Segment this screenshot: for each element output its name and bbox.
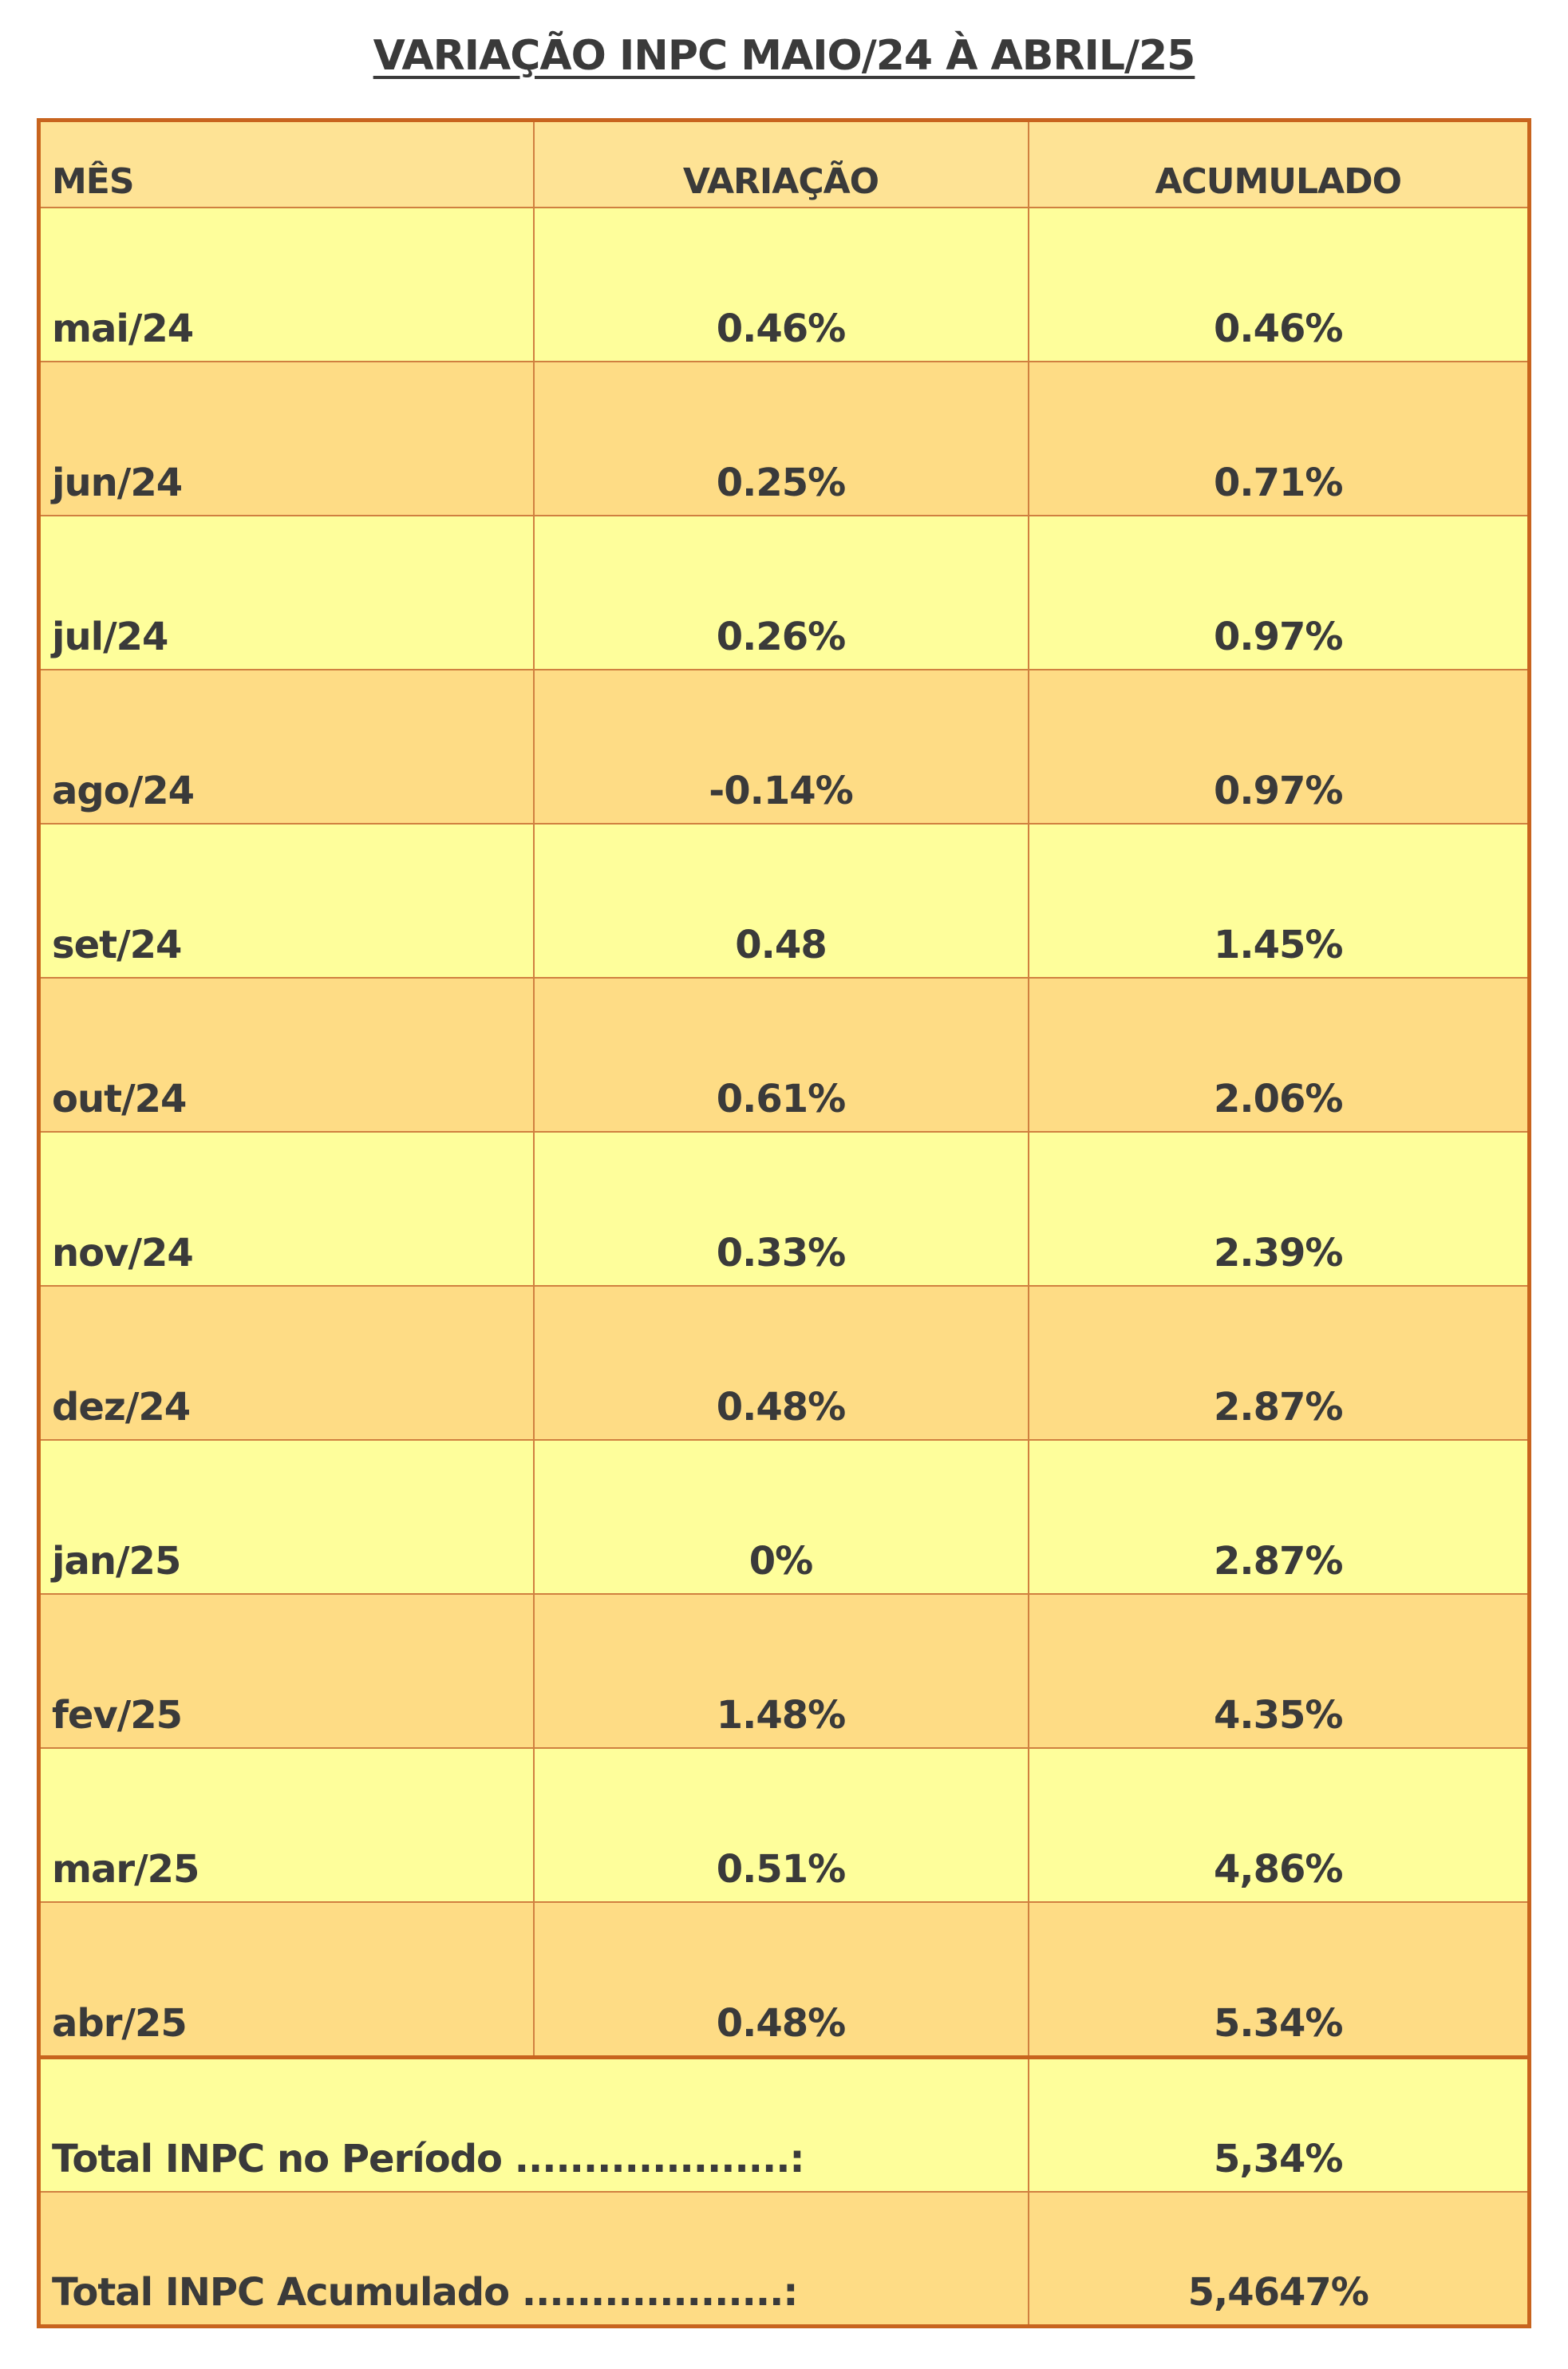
accumulated-cell: 0.97% bbox=[1027, 669, 1530, 825]
total-period-label: Total INPC no Período ..................… bbox=[38, 2055, 1029, 2193]
accumulated-cell: 0.46% bbox=[1027, 207, 1530, 362]
table-row: mar/25 0.51% 4,86% bbox=[38, 1747, 1530, 1903]
table-row: jun/24 0.25% 0.71% bbox=[38, 361, 1530, 516]
table-row: dez/24 0.48% 2.87% bbox=[38, 1285, 1530, 1441]
variation-cell: 0.33% bbox=[532, 1131, 1029, 1287]
accumulated-cell: 1.45% bbox=[1027, 823, 1530, 979]
month-cell: jan/25 bbox=[38, 1439, 535, 1595]
table-row: jan/25 0% 2.87% bbox=[38, 1439, 1530, 1595]
variation-cell: 0% bbox=[532, 1439, 1029, 1595]
accumulated-cell: 2.06% bbox=[1027, 977, 1530, 1133]
accumulated-cell: 5.34% bbox=[1027, 1901, 1530, 2059]
month-cell: jul/24 bbox=[38, 515, 535, 670]
accumulated-cell: 2.87% bbox=[1027, 1285, 1530, 1441]
month-cell: out/24 bbox=[38, 977, 535, 1133]
month-cell: mar/25 bbox=[38, 1747, 535, 1903]
table-row: ago/24 -0.14% 0.97% bbox=[38, 669, 1530, 825]
month-cell: nov/24 bbox=[38, 1131, 535, 1287]
total-period-value: 5,34% bbox=[1027, 2055, 1530, 2193]
variation-cell: 0.48% bbox=[532, 1285, 1029, 1441]
variation-cell: -0.14% bbox=[532, 669, 1029, 825]
inpc-table: MÊS VARIAÇÃO ACUMULADO mai/24 0.46% 0.46… bbox=[37, 118, 1531, 2328]
variation-cell: 0.26% bbox=[532, 515, 1029, 670]
month-cell: set/24 bbox=[38, 823, 535, 979]
variation-cell: 0.46% bbox=[532, 207, 1029, 362]
variation-cell: 0.48 bbox=[532, 823, 1029, 979]
total-accumulated-value: 5,4647% bbox=[1027, 2191, 1530, 2327]
month-cell: fev/25 bbox=[38, 1593, 535, 1749]
table-row: fev/25 1.48% 4.35% bbox=[38, 1593, 1530, 1749]
variation-cell: 0.25% bbox=[532, 361, 1029, 516]
accumulated-cell: 0.71% bbox=[1027, 361, 1530, 516]
header-month: MÊS bbox=[38, 119, 535, 208]
table-row: nov/24 0.33% 2.39% bbox=[38, 1131, 1530, 1287]
table-row: out/24 0.61% 2.06% bbox=[38, 977, 1530, 1133]
variation-cell: 0.51% bbox=[532, 1747, 1029, 1903]
variation-cell: 1.48% bbox=[532, 1593, 1029, 1749]
accumulated-cell: 2.39% bbox=[1027, 1131, 1530, 1287]
month-cell: ago/24 bbox=[38, 669, 535, 825]
table-row: abr/25 0.48% 5.34% bbox=[38, 1901, 1530, 2059]
accumulated-cell: 2.87% bbox=[1027, 1439, 1530, 1595]
accumulated-cell: 0.97% bbox=[1027, 515, 1530, 670]
variation-cell: 0.61% bbox=[532, 977, 1029, 1133]
accumulated-cell: 4,86% bbox=[1027, 1747, 1530, 1903]
accumulated-cell: 4.35% bbox=[1027, 1593, 1530, 1749]
table-row: set/24 0.48 1.45% bbox=[38, 823, 1530, 979]
month-cell: mai/24 bbox=[38, 207, 535, 362]
table-header-row: MÊS VARIAÇÃO ACUMULADO bbox=[38, 119, 1530, 208]
month-cell: dez/24 bbox=[38, 1285, 535, 1441]
total-accumulated-label: Total INPC Acumulado ...................… bbox=[38, 2191, 1029, 2327]
header-variation: VARIAÇÃO bbox=[532, 119, 1029, 208]
total-period-row: Total INPC no Período ..................… bbox=[38, 2055, 1530, 2193]
month-cell: abr/25 bbox=[38, 1901, 535, 2059]
variation-cell: 0.48% bbox=[532, 1901, 1029, 2059]
month-cell: jun/24 bbox=[38, 361, 535, 516]
total-accumulated-row: Total INPC Acumulado ...................… bbox=[38, 2191, 1530, 2327]
header-accumulated: ACUMULADO bbox=[1027, 119, 1530, 208]
table-row: jul/24 0.26% 0.97% bbox=[38, 515, 1530, 670]
table-row: mai/24 0.46% 0.46% bbox=[38, 207, 1530, 362]
page-title: VARIAÇÃO INPC MAIO/24 À ABRIL/25 bbox=[373, 32, 1196, 80]
